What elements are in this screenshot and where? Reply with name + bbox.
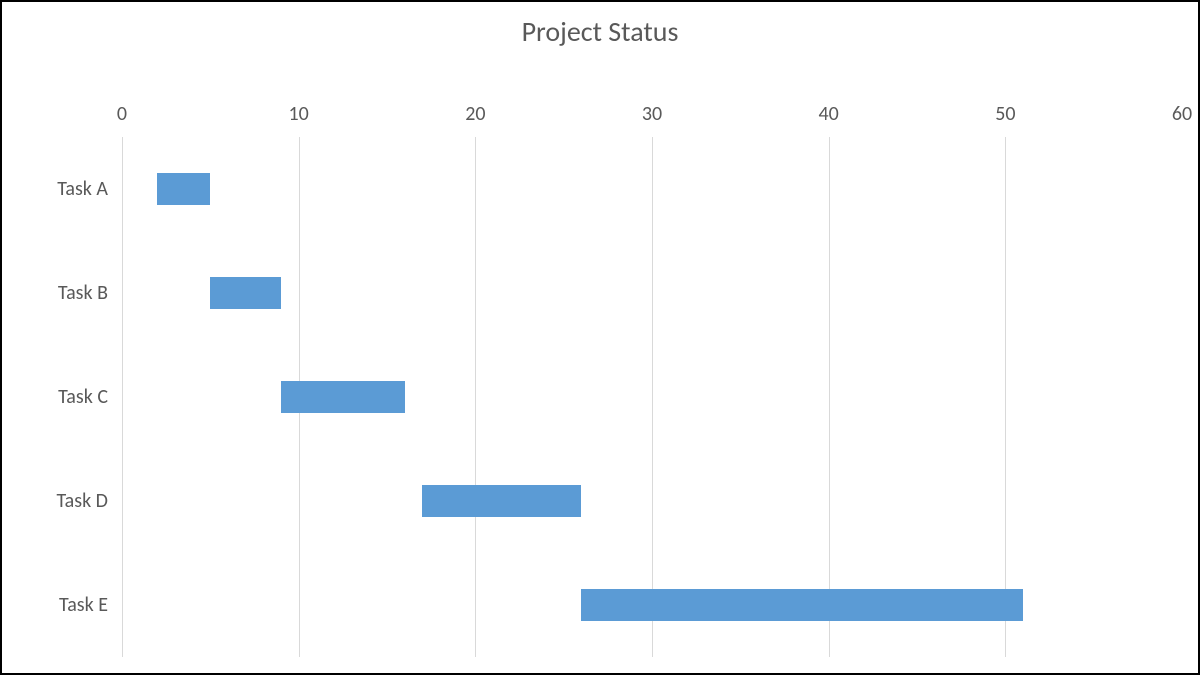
gantt-bar: [422, 485, 581, 517]
y-tick-label: Task E: [16, 593, 108, 617]
x-tick-label: 0: [117, 102, 127, 126]
gantt-bar: [210, 277, 281, 309]
x-tick-label: 20: [465, 102, 485, 126]
grid-line: [122, 137, 123, 657]
grid-line: [1005, 137, 1006, 657]
x-tick-label: 30: [642, 102, 662, 126]
x-tick-label: 50: [995, 102, 1015, 126]
x-tick-label: 10: [289, 102, 309, 126]
grid-line: [475, 137, 476, 657]
gantt-chart: Project Status 0102030405060Task ATask B…: [0, 0, 1200, 675]
y-tick-label: Task A: [16, 177, 108, 201]
y-tick-label: Task B: [16, 281, 108, 305]
gantt-bar: [281, 381, 405, 413]
grid-line: [829, 137, 830, 657]
x-tick-label: 40: [819, 102, 839, 126]
plot-area: 0 10 20 30 40 50 60 Task A Task B Task C Task D Tas…: [2, 2, 1200, 677]
y-tick-label: Task C: [16, 385, 108, 409]
grid-line: [652, 137, 653, 657]
gantt-bar: [157, 173, 210, 205]
x-tick-label: 60: [1172, 102, 1192, 126]
y-tick-label: Task D: [16, 489, 108, 513]
gantt-bar: [581, 589, 1023, 621]
